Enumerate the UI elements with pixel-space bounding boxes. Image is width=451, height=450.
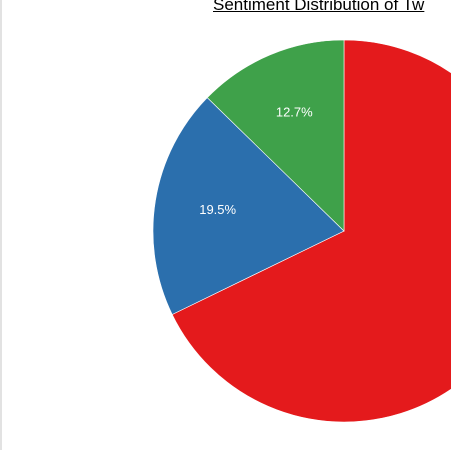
pie-labels: 19.5% 12.7% (199, 105, 313, 218)
slice-label-2: 12.7% (276, 105, 313, 120)
pie-slice-1 (152, 97, 345, 315)
pie-slice-2 (206, 39, 345, 232)
pie-slices (152, 39, 451, 423)
chart-title: Sentiment Distribution of Tw (213, 0, 425, 14)
slice-label-1: 19.5% (199, 202, 236, 217)
pie-slice-0 (171, 39, 451, 423)
left-border (0, 0, 2, 450)
